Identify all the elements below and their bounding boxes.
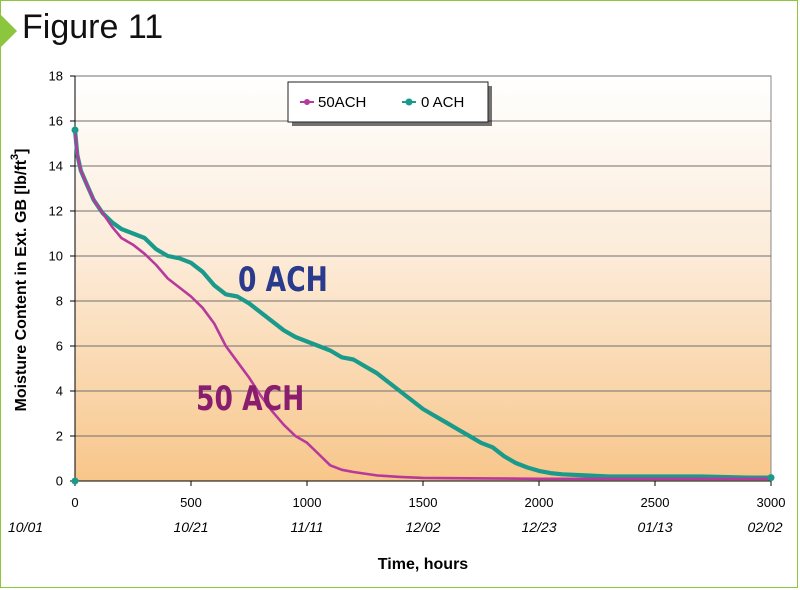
date-tick-label: 02/02: [747, 519, 782, 535]
x-tick-label: 2500: [641, 495, 670, 510]
y-tick-label: 4: [56, 384, 63, 399]
y-axis-title-main: Moisture Content in Ext. GB [lb/ft: [13, 159, 30, 411]
figure-label: Figure 11: [22, 8, 164, 46]
y-tick-label: 12: [49, 204, 63, 219]
y-tick-labels: 0 2 4 6 8 10 12 14 16 18: [49, 69, 63, 489]
y-axis-title-close: ]: [13, 149, 30, 154]
y-tick-label: 2: [56, 429, 63, 444]
date-tick-label: 01/13: [637, 519, 672, 535]
series-line-50ach: [73, 128, 773, 481]
legend-marker-50ach: [304, 99, 310, 105]
x-tick-label: 0: [71, 495, 78, 510]
date-tick-labels: 10/01 10/21 11/11 12/02 12/23 01/13 02/02: [8, 519, 783, 535]
legend-marker-0ach: [405, 98, 413, 106]
series-group: [71, 126, 775, 485]
x-tick-label: 1000: [293, 495, 322, 510]
x-axis-title: Time, hours: [378, 556, 468, 573]
x-tick-labels: 0 500 1000 1500 2000 2500 3000: [71, 495, 785, 510]
origin-point: [71, 477, 79, 485]
y-tick-label: 8: [56, 294, 63, 309]
y-tick-label: 16: [49, 114, 63, 129]
x-tick-label: 500: [180, 495, 202, 510]
series-end-point: [767, 474, 775, 482]
y-tick-label: 10: [49, 249, 63, 264]
date-tick-label: 12/02: [405, 519, 440, 535]
date-tick-label: 10/21: [173, 519, 208, 535]
y-axis-title-sup: 3: [9, 154, 21, 160]
date-tick-label: 11/11: [291, 519, 324, 535]
legend: 50ACH 0 ACH: [287, 81, 492, 126]
y-tick-label: 18: [49, 69, 63, 84]
y-tick-label: 6: [56, 339, 63, 354]
y-tick-label: 0: [56, 474, 63, 489]
legend-label-50ach: 50ACH: [318, 94, 366, 111]
annotation-0-ach: 0 ACH: [238, 261, 328, 300]
plot-area: [74, 75, 772, 482]
date-tick-label: 10/01: [8, 519, 43, 535]
x-tick-label: 1500: [409, 495, 438, 510]
date-tick-label: 12/23: [521, 519, 556, 535]
series-start-point: [71, 126, 79, 134]
x-tick-label: 2000: [525, 495, 554, 510]
legend-label-0ach: 0 ACH: [421, 94, 464, 111]
y-tick-label: 14: [49, 159, 63, 174]
series-line-0ach: [72, 127, 774, 480]
figure-arrow-icon: [0, 14, 17, 48]
annotation-50-ach: 50 ACH: [196, 380, 304, 419]
x-tick-label: 3000: [757, 495, 786, 510]
y-axis-title: Moisture Content in Ext. GB [lb/ft3]: [9, 149, 30, 412]
